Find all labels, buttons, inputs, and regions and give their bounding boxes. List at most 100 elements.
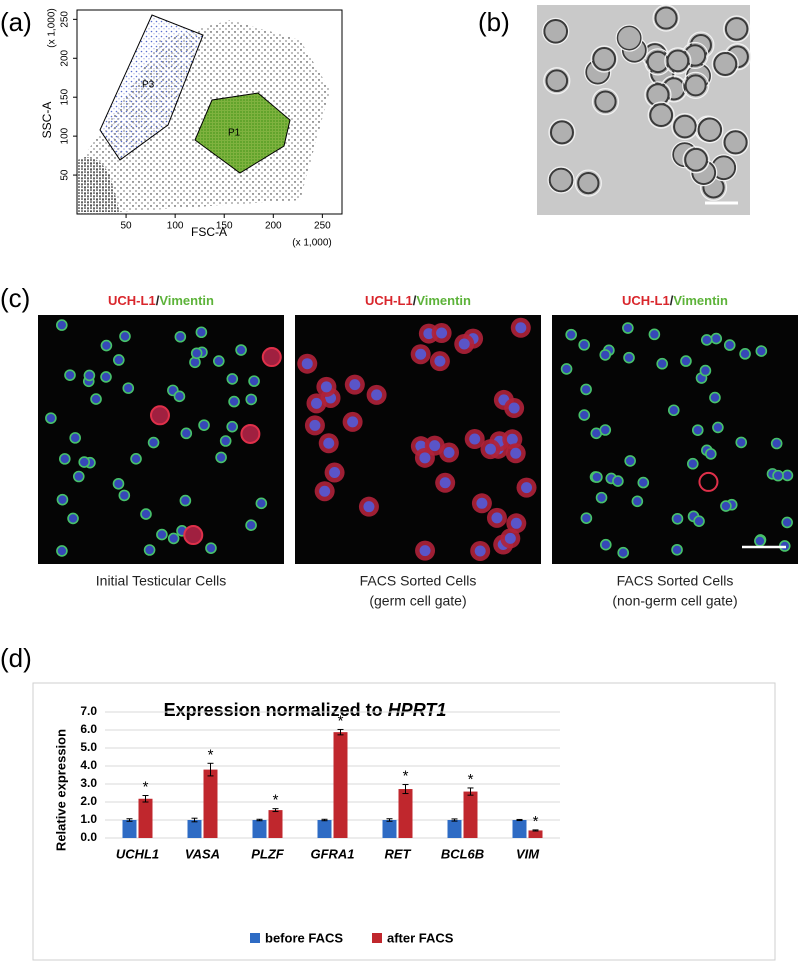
cell [739,348,751,360]
cell-halo [652,4,680,32]
bar-chart: 0.0 1.0 2.0 3.0 4.0 5.0 6.0 7.0 UCHL1 * VASA * PLZF *… [80,704,560,945]
cell [213,355,225,367]
cell [735,436,748,449]
image-caption: (germ cell gate) [369,593,466,609]
nucleus [469,433,481,445]
y-tick-label: 5.0 [80,740,97,754]
cell [693,515,705,527]
gate-label: P1 [228,128,241,139]
cell [713,52,738,76]
nucleus [515,322,527,334]
cell [83,369,96,382]
nucleus [508,402,520,414]
x-tick-label: 250 [314,221,331,232]
cell [100,371,112,383]
y-tick-label: 200 [60,49,71,66]
cell [599,424,612,436]
cell [545,69,569,93]
title-gene: HPRT1 [388,700,447,720]
cell-halo [664,47,692,75]
cell [754,535,766,547]
cell [226,420,238,433]
y-tick-label: 0.0 [80,830,97,844]
plot-frame [76,9,343,215]
nucleus [363,501,375,513]
nucleus [429,440,441,452]
cell [684,74,707,97]
cell [69,432,81,444]
panel-label: (a) [0,7,32,37]
y-axis-label: SSC-A [40,102,54,139]
significance: * [338,712,344,729]
cell [190,347,203,360]
nucleus [419,452,431,464]
cell [649,103,674,128]
cell [698,471,719,492]
cell [691,424,704,436]
y-tick-label: 2.0 [80,794,97,808]
nucleus [320,381,332,393]
cell [112,477,125,490]
y-scale-note: (x 1,000) [47,8,58,47]
cell [78,456,91,468]
cell-halo [696,116,724,144]
stain-title: UCH-L1/Vimentin [108,293,214,308]
stain-title: UCH-L1/Vimentin [622,293,728,308]
gate-p1 [194,92,291,174]
significance: * [468,771,474,788]
bar [203,769,218,838]
stain-red: UCH-L1 [622,293,670,308]
cell [56,545,68,557]
cell [173,390,186,403]
cell [215,451,227,464]
cell [205,542,217,554]
cell-halo [542,17,570,45]
cell [198,419,210,431]
nucleus [521,482,533,494]
cell [772,469,784,482]
gate-p3 [99,14,204,161]
x-tick-label: 200 [265,221,282,232]
cell [699,364,712,377]
cell [667,404,680,417]
legend-label: before FACS [265,930,343,945]
cell [617,546,629,559]
image-caption: Initial Testicular Cells [96,573,226,589]
cell [599,349,612,361]
cell [122,382,135,394]
bar [187,820,202,838]
cell [631,495,644,508]
nucleus [349,379,361,391]
cell [712,421,724,434]
cell-halo [682,146,710,174]
cell [118,489,131,502]
cell-halo [547,166,575,194]
nucleus [371,389,383,401]
cell [592,47,617,71]
nucleus [458,338,470,350]
cell [724,17,749,41]
y-tick-label: 150 [60,88,71,105]
bar [268,810,283,838]
cell [248,375,260,387]
cell [90,393,102,405]
cell [686,457,699,470]
cell [56,319,68,331]
nucleus [347,416,359,428]
y-tick-label: 250 [60,11,71,28]
cell [226,373,239,385]
stain-red: UCH-L1 [365,293,413,308]
cell [671,512,684,525]
cell [549,120,574,145]
cell [140,508,152,520]
image-caption: FACS Sorted Cells [360,573,477,589]
cell [656,357,668,370]
cell [245,393,258,406]
cell-halo [615,24,643,52]
cell [591,471,603,483]
cell-halo [721,128,750,156]
cell [671,543,683,556]
bar [512,820,527,838]
cell [228,395,240,408]
